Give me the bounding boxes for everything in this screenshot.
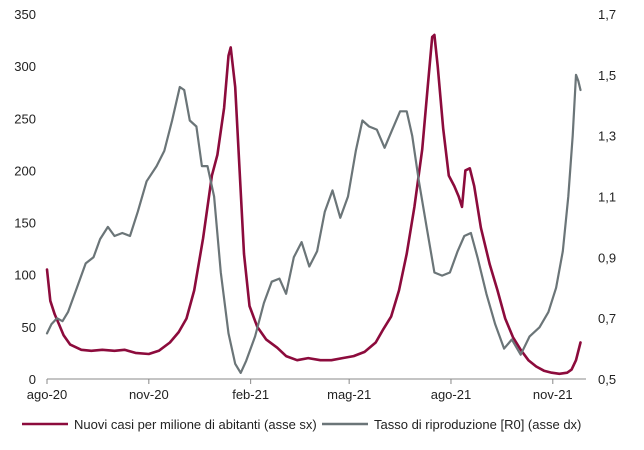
series-line-1: [45, 33, 582, 376]
y-right-tick-label: 0,9: [598, 250, 616, 265]
y-left-tick-label: 100: [14, 268, 36, 283]
x-tick-label: nov-21: [533, 387, 573, 402]
x-tick-label: feb-21: [232, 387, 269, 402]
y-left-tick-label: 250: [14, 111, 36, 126]
series-lines: [45, 33, 582, 376]
x-tick-label: nov-20: [129, 387, 169, 402]
legend-label-1: Nuovi casi per milione di abitanti (asse…: [74, 417, 317, 432]
y-right-tick-label: 1,5: [598, 68, 616, 83]
y-right-tick-label: 1,1: [598, 190, 616, 205]
y-right-tick-label: 1,7: [598, 7, 616, 22]
y-left-tick-label: 200: [14, 163, 36, 178]
y-axis-right: 0,5 0,7 0,9 1,1 1,3 1,5 1,7: [598, 7, 616, 387]
y-right-tick-label: 1,3: [598, 129, 616, 144]
y-left-tick-label: 350: [14, 7, 36, 22]
x-axis: ago-20 nov-20 feb-21 mag-21 ago-21 nov-21: [27, 379, 573, 402]
legend: Nuovi casi per milione di abitanti (asse…: [22, 417, 581, 432]
x-tick-label: ago-20: [27, 387, 67, 402]
y-left-tick-label: 0: [29, 372, 36, 387]
plot-area: ago-20 nov-20 feb-21 mag-21 ago-21 nov-21 0 50…: [14, 7, 616, 402]
y-left-tick-label: 50: [22, 320, 36, 335]
y-right-tick-label: 0,5: [598, 372, 616, 387]
x-tick-label: ago-21: [431, 387, 471, 402]
y-right-tick-label: 0,7: [598, 311, 616, 326]
legend-label-2: Tasso di riproduzione [R0] (asse dx): [374, 417, 581, 432]
x-tick-label: mag-21: [327, 387, 371, 402]
y-left-tick-label: 150: [14, 216, 36, 231]
y-left-tick-label: 300: [14, 59, 36, 74]
series-line-2: [45, 73, 582, 374]
y-axis-left: 0 50 100 150 200 250 300 350: [14, 7, 36, 387]
